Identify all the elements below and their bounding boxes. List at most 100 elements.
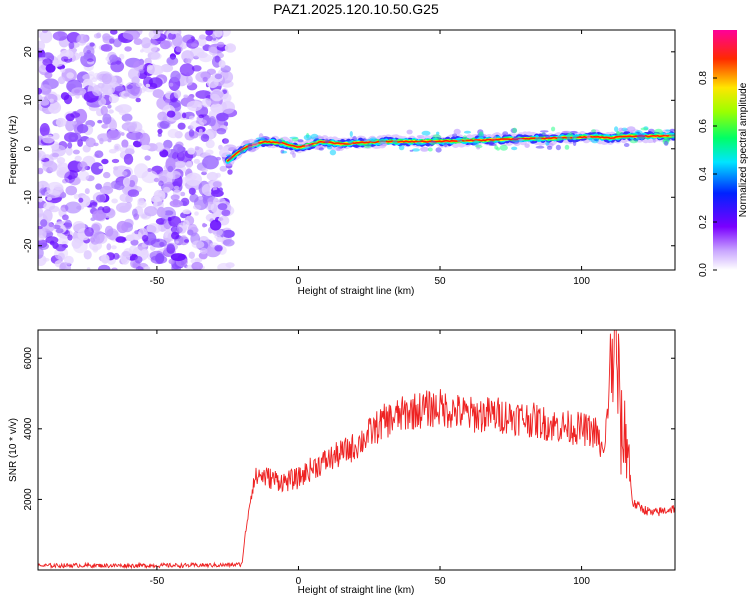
noise-speckle xyxy=(55,228,64,234)
noise-speckle xyxy=(59,262,66,270)
noise-speckle xyxy=(183,94,188,98)
spectrogram-y-tick-label: 20 xyxy=(23,46,34,58)
ridge-blob xyxy=(379,141,388,147)
ridge-blob xyxy=(242,140,250,145)
noise-speckle xyxy=(39,30,53,44)
noise-speckle xyxy=(191,240,205,249)
noise-speckle xyxy=(39,123,50,137)
noise-speckle xyxy=(173,89,182,99)
noise-speckle xyxy=(197,51,208,59)
noise-speckle xyxy=(92,210,106,221)
noise-speckle xyxy=(225,262,235,268)
ridge-blob xyxy=(551,126,556,132)
noise-speckle xyxy=(185,75,193,84)
noise-speckle xyxy=(92,230,105,244)
noise-speckle xyxy=(48,205,60,213)
ridge-blob xyxy=(412,148,420,152)
ridge-blob xyxy=(640,127,649,131)
noise-speckle xyxy=(127,189,140,198)
noise-speckle xyxy=(147,168,152,172)
noise-speckle xyxy=(167,32,176,40)
noise-speckle xyxy=(100,44,113,52)
noise-speckle xyxy=(97,264,111,270)
noise-speckle xyxy=(119,193,132,203)
ridge-blob xyxy=(427,147,433,152)
ridge-blob xyxy=(308,144,313,147)
ridge-blob xyxy=(416,141,423,146)
noise-speckle xyxy=(184,239,189,243)
noise-speckle xyxy=(90,237,95,243)
noise-speckle xyxy=(221,209,231,217)
ridge-blob xyxy=(557,136,563,141)
ridge-blob xyxy=(324,138,330,144)
ridge-blob xyxy=(563,130,571,133)
noise-speckle xyxy=(141,234,149,242)
noise-speckle xyxy=(102,113,112,125)
ridge-blob xyxy=(618,127,624,132)
ridge-blob xyxy=(512,137,521,140)
noise-speckle xyxy=(38,182,42,190)
noise-speckle xyxy=(166,243,175,250)
noise-speckle xyxy=(126,131,144,141)
noise-speckle xyxy=(74,89,80,94)
ridge-blob xyxy=(668,133,673,137)
noise-speckle xyxy=(212,181,222,188)
noise-speckle xyxy=(188,251,195,259)
noise-speckle xyxy=(144,206,158,217)
ridge-blob xyxy=(291,137,299,142)
noise-speckle xyxy=(159,149,169,158)
ridge-blob xyxy=(303,134,312,141)
noise-speckle xyxy=(208,46,218,56)
ridge-blob xyxy=(239,148,244,154)
noise-speckle xyxy=(163,186,171,193)
ridge-blob xyxy=(297,139,304,143)
noise-speckle xyxy=(227,169,233,175)
noise-speckle xyxy=(114,85,124,92)
noise-speckle xyxy=(126,84,133,90)
spectrogram-y-tick-label: -10 xyxy=(23,190,34,205)
noise-speckle xyxy=(121,139,129,148)
noise-speckle xyxy=(141,37,151,49)
noise-speckle xyxy=(47,101,62,114)
noise-speckle xyxy=(77,34,89,44)
noise-speckle xyxy=(111,198,118,204)
ridge-blob xyxy=(314,136,324,139)
noise-speckle xyxy=(187,229,194,236)
noise-speckle xyxy=(83,45,95,58)
snr-axes: -50 0 50 100 2000 4000 6000 xyxy=(23,330,675,587)
noise-speckle xyxy=(103,171,111,179)
noise-speckle xyxy=(141,144,151,150)
ridge-blob xyxy=(623,143,630,147)
colorbar-label: Normalized spectral amplitude xyxy=(738,82,749,217)
spectrogram-ridge xyxy=(223,126,675,167)
ridge-blob xyxy=(636,133,646,140)
noise-speckle xyxy=(115,236,126,243)
snr-y-tick-label: 2000 xyxy=(23,488,34,511)
noise-speckle xyxy=(111,267,118,270)
snr-series-line xyxy=(38,330,675,570)
noise-speckle xyxy=(128,121,143,133)
noise-speckle xyxy=(38,136,42,142)
noise-speckle xyxy=(139,132,151,147)
noise-speckle xyxy=(188,115,195,121)
noise-speckle xyxy=(52,31,68,41)
noise-speckle xyxy=(163,232,169,239)
noise-speckle xyxy=(222,93,232,103)
noise-speckle xyxy=(57,160,63,167)
noise-speckle xyxy=(63,94,73,105)
noise-speckle xyxy=(87,58,94,63)
noise-speckle xyxy=(148,30,161,40)
spectrogram-y-tick-label: 0 xyxy=(23,146,34,152)
ridge-blob xyxy=(363,143,372,149)
noise-speckle xyxy=(52,152,59,158)
noise-speckle xyxy=(193,158,200,164)
ridge-blob xyxy=(626,126,636,132)
noise-speckle xyxy=(38,192,43,200)
ridge-blob xyxy=(648,128,655,133)
noise-speckle xyxy=(167,165,174,173)
noise-speckle xyxy=(216,112,229,122)
noise-speckle xyxy=(124,46,132,52)
noise-speckle xyxy=(134,255,143,264)
noise-speckle xyxy=(65,146,73,156)
ridge-blob xyxy=(457,139,463,143)
